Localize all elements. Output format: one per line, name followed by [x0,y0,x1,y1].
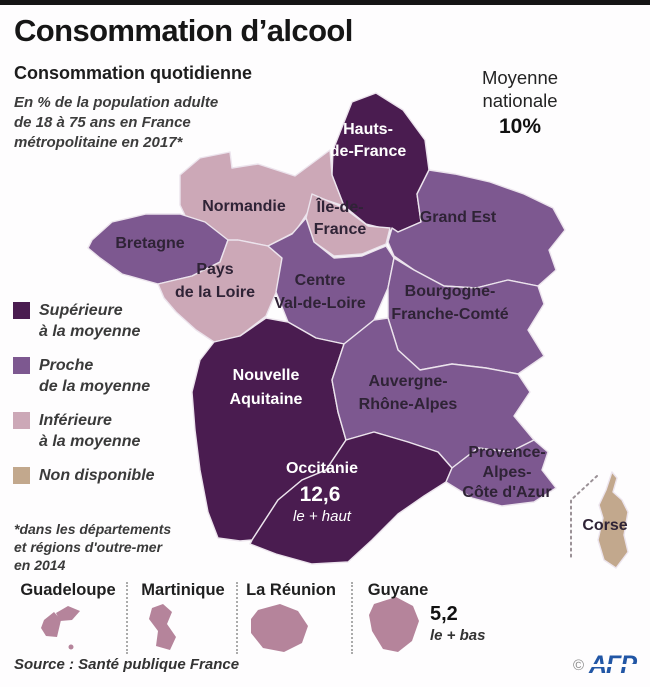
legend-item-proche: Proche de la moyenne [13,355,155,397]
chart-subtitle: Consommation quotidienne [14,63,252,83]
legend-item-superieure: Supérieure à la moyenne [13,300,155,342]
island-guadeloupe [56,606,80,621]
legend-label: Inférieure [39,412,112,429]
occitanie-value: 12,6 [300,483,341,506]
territory-divider [126,582,128,654]
region-label-bourgogne-franche-comte: Franche-Comté [391,306,508,323]
island-guadeloupe [41,612,61,637]
region-provence-alpes-cote-dazur [445,439,557,507]
legend-swatch-non-disponible [13,467,30,484]
chart-description: En % de la population adulte de 18 à 75 … [14,93,218,153]
top-rule [0,0,650,5]
region-label-hauts-de-france: Hauts- [343,121,393,138]
region-corse [597,471,629,569]
region-label-nouvelle-aquitaine: Aquitaine [230,391,303,408]
region-label-centre-val-de-loire: Centre [295,272,346,289]
legend-label: Proche [39,357,94,374]
national-average-value: 10% [498,115,542,138]
legend: Supérieure à la moyenne Proche de la moy… [13,300,155,499]
legend-label: à la moyenne [39,433,141,450]
legend-label: Supérieure [39,302,123,319]
legend-label: Non disponible [39,467,155,484]
island-la-reunion [251,604,308,652]
region-label-ile-de-france: France [314,221,367,238]
legend-swatch-inferieure [13,412,30,429]
territory-label-la-reunion: La Réunion [246,581,336,599]
guyane-value: 5,2 [430,603,458,625]
region-label-nouvelle-aquitaine: Nouvelle [233,367,300,384]
description-line: métropolitaine en 2017* [14,134,183,151]
region-label-bourgogne-franche-comte: Bourgogne- [405,283,496,300]
region-label-auvergne-rhone-alpes: Rhône-Alpes [359,396,458,413]
national-average: Moyenne nationale 10% [452,66,588,138]
description-line: En % de la population adulte [14,94,219,111]
page-title: Consommation d’alcool [14,13,353,48]
region-label-normandie: Normandie [202,198,286,215]
region-label-pays-de-la-loire: de la Loire [175,284,255,301]
footnote: *dans les départements et régions d'outr… [14,520,171,574]
region-label-occitanie: Occitanie [286,460,358,477]
territory-label-guyane: Guyane [367,581,429,599]
legend-label: à la moyenne [39,323,141,340]
region-label-provence-alpes-cote-dazur: Alpes- [483,464,532,481]
region-label-provence-alpes-cote-dazur: Provence- [468,444,545,461]
region-label-bretagne: Bretagne [115,235,184,252]
region-label-pays-de-la-loire: Pays [196,261,233,278]
territory-divider [236,582,238,654]
occitanie-note: le + haut [293,508,352,525]
territory-label-martinique: Martinique [141,581,225,599]
territory-divider [351,582,353,654]
afp-credit: © AFP [572,651,637,679]
legend-swatch-superieure [13,302,30,319]
footnote-line: en 2014 [14,557,66,573]
island-martinique [149,604,176,650]
corse-divider-line [570,475,598,559]
region-label-corse: Corse [582,517,627,534]
afp-logo: AFP [587,651,637,679]
region-label-auvergne-rhone-alpes: Auvergne- [368,373,447,390]
copyright-icon: © [572,657,584,674]
description-line: de 18 à 75 ans en France [14,114,191,131]
source-credit: Source : Santé publique France [14,656,240,673]
national-average-label: nationale [482,90,558,111]
guyane-note: le + bas [430,627,486,644]
legend-label: de la moyenne [39,378,151,395]
region-occitanie [249,431,453,565]
region-label-centre-val-de-loire: Val-de-Loire [274,295,366,312]
legend-item-inferieure: Inférieure à la moyenne [13,410,155,452]
legend-item-non-disponible: Non disponible [13,465,155,486]
region-label-provence-alpes-cote-dazur: Côte d'Azur [462,484,551,501]
national-average-label: Moyenne [481,67,559,88]
territory-label-guadeloupe: Guadeloupe [20,581,116,599]
footnote-line: et régions d'outre-mer [14,539,163,555]
region-label-ile-de-france: Île-de- [315,197,363,216]
region-label-hauts-de-france: de-France [330,143,407,160]
region-label-grand-est: Grand Est [420,209,497,226]
legend-swatch-proche [13,357,30,374]
island-guyane [369,597,419,652]
island-guadeloupe [68,644,74,650]
footnote-line: *dans les départements [14,521,172,537]
